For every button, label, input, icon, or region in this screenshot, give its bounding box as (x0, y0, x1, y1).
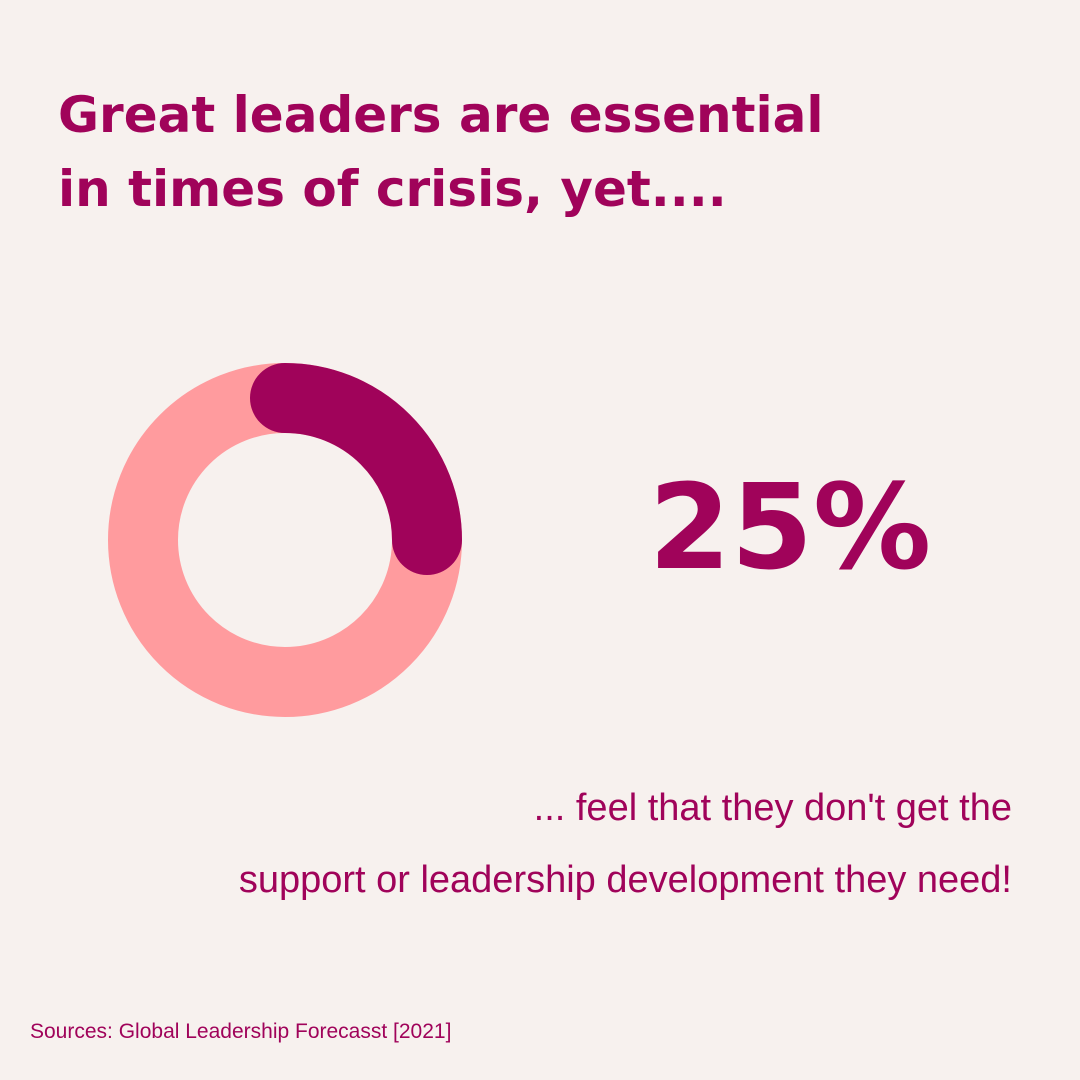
title-line: in times of crisis, yet.... (58, 160, 727, 218)
title-line: Great leaders are essential (58, 86, 824, 144)
value-label: 25% (649, 458, 931, 596)
caption-line: support or leadership development they n… (239, 859, 1012, 901)
source: Sources: Global Leadership Forecasst [20… (30, 1020, 451, 1043)
donut-segment (250, 363, 462, 575)
caption-line: ... feel that they don't get the (534, 787, 1012, 829)
